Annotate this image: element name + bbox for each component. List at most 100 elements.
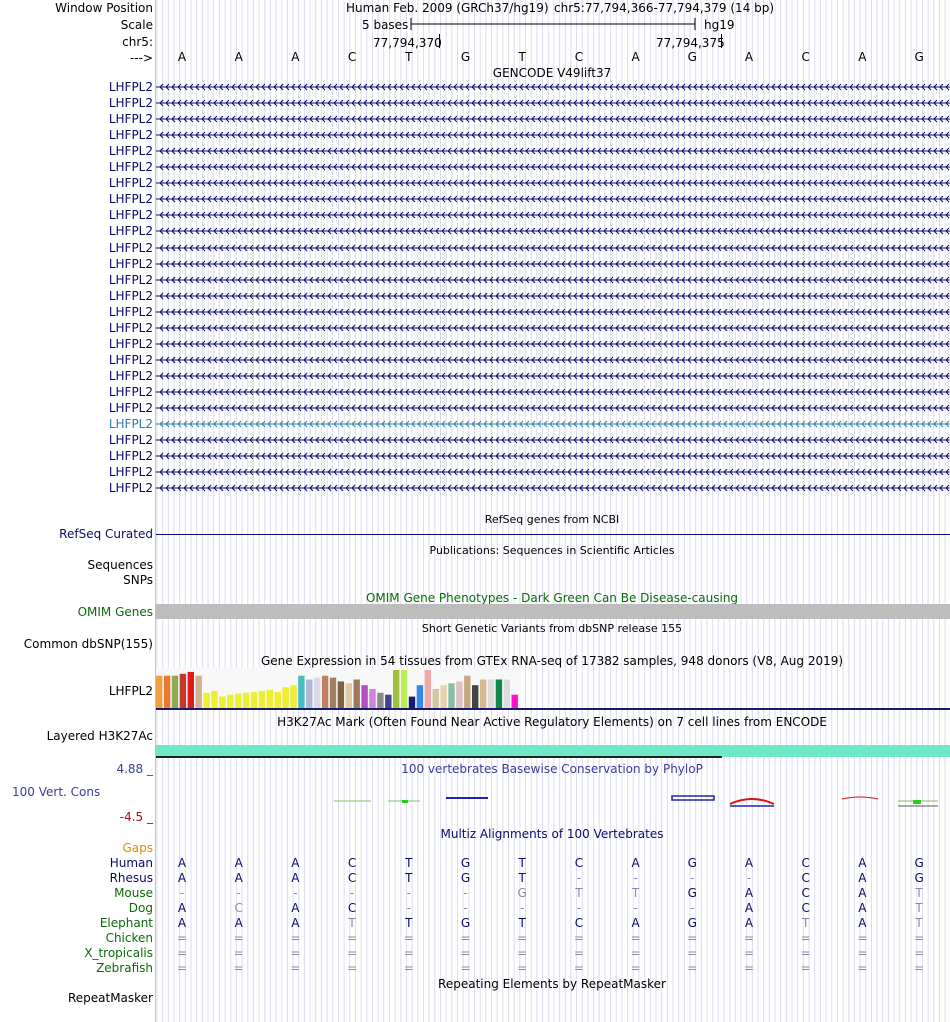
gencode-transcript-label[interactable]: LHFPL2 bbox=[108, 368, 153, 383]
gencode-transcript-label[interactable]: LHFPL2 bbox=[108, 224, 153, 239]
gencode-transcript-label[interactable]: LHFPL2 bbox=[108, 336, 153, 351]
reference-base: G bbox=[687, 50, 697, 64]
gencode-transcript-line[interactable] bbox=[156, 178, 950, 188]
gencode-transcript-label[interactable]: LHFPL2 bbox=[108, 304, 153, 319]
refseq-gene-line[interactable] bbox=[156, 534, 950, 535]
gencode-transcript-label[interactable]: LHFPL2 bbox=[108, 144, 153, 159]
gencode-transcript-line[interactable] bbox=[156, 259, 950, 269]
aligned-base: C bbox=[234, 901, 243, 915]
reference-base: C bbox=[347, 50, 357, 64]
gtex-tissue-bar bbox=[282, 687, 289, 708]
dbsnp-label[interactable]: Common dbSNP(155) bbox=[23, 637, 153, 651]
gencode-transcript-line[interactable] bbox=[156, 243, 950, 253]
gtex-tissue-bar bbox=[321, 675, 329, 708]
gencode-transcript-label[interactable]: LHFPL2 bbox=[108, 481, 153, 496]
repeatmasker-label[interactable]: RepeatMasker bbox=[67, 991, 153, 1005]
phylop-plot[interactable] bbox=[156, 790, 950, 810]
gtex-tissue-bar bbox=[456, 681, 463, 708]
gencode-transcript-label[interactable]: LHFPL2 bbox=[108, 240, 153, 255]
aligned-base: = bbox=[176, 946, 188, 960]
species-label-chicken[interactable]: Chicken bbox=[105, 931, 153, 945]
gencode-transcript-label[interactable]: LHFPL2 bbox=[108, 128, 153, 143]
gencode-transcript-line[interactable] bbox=[156, 451, 950, 461]
gtex-label[interactable]: LHFPL2 bbox=[108, 684, 153, 698]
gencode-transcript-line[interactable] bbox=[156, 130, 950, 140]
gencode-transcript-line[interactable] bbox=[156, 323, 950, 333]
gencode-transcript-label[interactable]: LHFPL2 bbox=[108, 112, 153, 127]
gencode-transcript-line[interactable] bbox=[156, 98, 950, 108]
chrom-label: chr5: bbox=[122, 35, 153, 49]
gtex-tissue-bar bbox=[345, 683, 352, 708]
gencode-transcript-line[interactable] bbox=[156, 162, 950, 172]
gencode-transcript-line[interactable] bbox=[156, 226, 950, 236]
multiz-gaps-label[interactable]: Gaps bbox=[122, 841, 153, 855]
gencode-transcript-label[interactable]: LHFPL2 bbox=[108, 320, 153, 335]
aligned-base: C bbox=[801, 856, 810, 870]
gencode-transcript-line[interactable] bbox=[156, 371, 950, 381]
phylop-label[interactable]: 100 Vert. Cons bbox=[12, 785, 101, 799]
gencode-transcript-label[interactable]: LHFPL2 bbox=[108, 465, 153, 480]
species-label-human[interactable]: Human bbox=[109, 856, 153, 870]
position-title[interactable]: chr5:77,794,366-77,794,379 (14 bp) bbox=[554, 1, 775, 15]
gencode-transcript-line[interactable] bbox=[156, 403, 950, 413]
gencode-transcript-line[interactable] bbox=[156, 210, 950, 220]
gtex-tissue-bar bbox=[163, 675, 171, 708]
aligned-base: A bbox=[291, 871, 300, 885]
gtex-expression-chart[interactable] bbox=[156, 668, 950, 712]
h3k27ac-label[interactable]: Layered H3K27Ac bbox=[46, 729, 153, 743]
aligned-base: A bbox=[858, 856, 867, 870]
gencode-transcript-label[interactable]: LHFPL2 bbox=[108, 192, 153, 207]
reference-base: A bbox=[291, 50, 300, 64]
gencode-transcript-label[interactable]: LHFPL2 bbox=[108, 288, 153, 303]
gencode-transcript-label[interactable]: LHFPL2 bbox=[108, 384, 153, 399]
gencode-transcript-line[interactable] bbox=[156, 82, 950, 92]
gencode-transcript-label[interactable]: LHFPL2 bbox=[108, 176, 153, 191]
gencode-transcript-label[interactable]: LHFPL2 bbox=[108, 417, 153, 432]
aligned-base: = bbox=[460, 961, 471, 975]
gencode-transcript-line[interactable] bbox=[156, 146, 950, 156]
gencode-transcript-line[interactable] bbox=[156, 275, 950, 285]
gencode-transcript-label[interactable]: LHFPL2 bbox=[108, 256, 153, 271]
gencode-transcript-line[interactable] bbox=[156, 483, 950, 493]
publications-sequences-label[interactable]: Sequences bbox=[87, 558, 153, 572]
gencode-transcript-line[interactable] bbox=[156, 307, 950, 317]
species-label-dog[interactable]: Dog bbox=[128, 901, 153, 915]
aligned-base: A bbox=[291, 916, 300, 930]
refseq-label[interactable]: RefSeq Curated bbox=[59, 527, 153, 541]
gtex-tissue-bar bbox=[416, 685, 424, 708]
gencode-transcript-label[interactable]: LHFPL2 bbox=[108, 449, 153, 464]
gtex-tissue-bar bbox=[337, 681, 345, 708]
gencode-transcript-line[interactable] bbox=[156, 291, 950, 301]
gencode-transcript-label[interactable]: LHFPL2 bbox=[108, 208, 153, 223]
species-label-mouse[interactable]: Mouse bbox=[114, 886, 153, 900]
gencode-transcript-label[interactable]: LHFPL2 bbox=[108, 401, 153, 415]
gencode-transcript-label[interactable]: LHFPL2 bbox=[108, 352, 153, 367]
omim-phenotype-bar[interactable] bbox=[156, 604, 950, 619]
aligned-base: = bbox=[743, 961, 755, 975]
gencode-transcript-label[interactable]: LHFPL2 bbox=[108, 433, 153, 448]
scale-text: 5 bases bbox=[362, 18, 409, 32]
h3k27ac-signal[interactable] bbox=[156, 745, 950, 757]
gencode-transcript-line[interactable] bbox=[156, 114, 950, 124]
gencode-transcript-line[interactable] bbox=[156, 387, 950, 397]
gtex-tissue-bar bbox=[464, 675, 471, 708]
aligned-base: = bbox=[403, 946, 414, 960]
omim-label[interactable]: OMIM Genes bbox=[77, 605, 153, 619]
gencode-transcript-label[interactable]: LHFPL2 bbox=[108, 272, 153, 287]
gencode-transcript-line[interactable] bbox=[156, 419, 950, 429]
species-label-elephant[interactable]: Elephant bbox=[99, 916, 153, 930]
gencode-transcript-label[interactable]: LHFPL2 bbox=[108, 96, 153, 111]
gencode-transcript-line[interactable] bbox=[156, 339, 950, 349]
gencode-transcript-label[interactable]: LHFPL2 bbox=[108, 160, 153, 175]
gencode-transcript-line[interactable] bbox=[156, 355, 950, 365]
gtex-tissue-bar bbox=[195, 675, 202, 708]
gencode-transcript-label[interactable]: LHFPL2 bbox=[108, 80, 153, 94]
gencode-transcript-line[interactable] bbox=[156, 194, 950, 204]
publications-snps-label[interactable]: SNPs bbox=[123, 573, 153, 587]
species-label-rhesus[interactable]: Rhesus bbox=[109, 871, 153, 885]
gencode-transcript-line[interactable] bbox=[156, 435, 950, 445]
species-label-zebrafish[interactable]: Zebrafish bbox=[96, 961, 153, 975]
species-label-x_tropicalis[interactable]: X_tropicalis bbox=[84, 946, 153, 960]
gencode-transcript-line[interactable] bbox=[156, 467, 950, 477]
omim-title: OMIM Gene Phenotypes - Dark Green Can Be… bbox=[365, 591, 739, 605]
